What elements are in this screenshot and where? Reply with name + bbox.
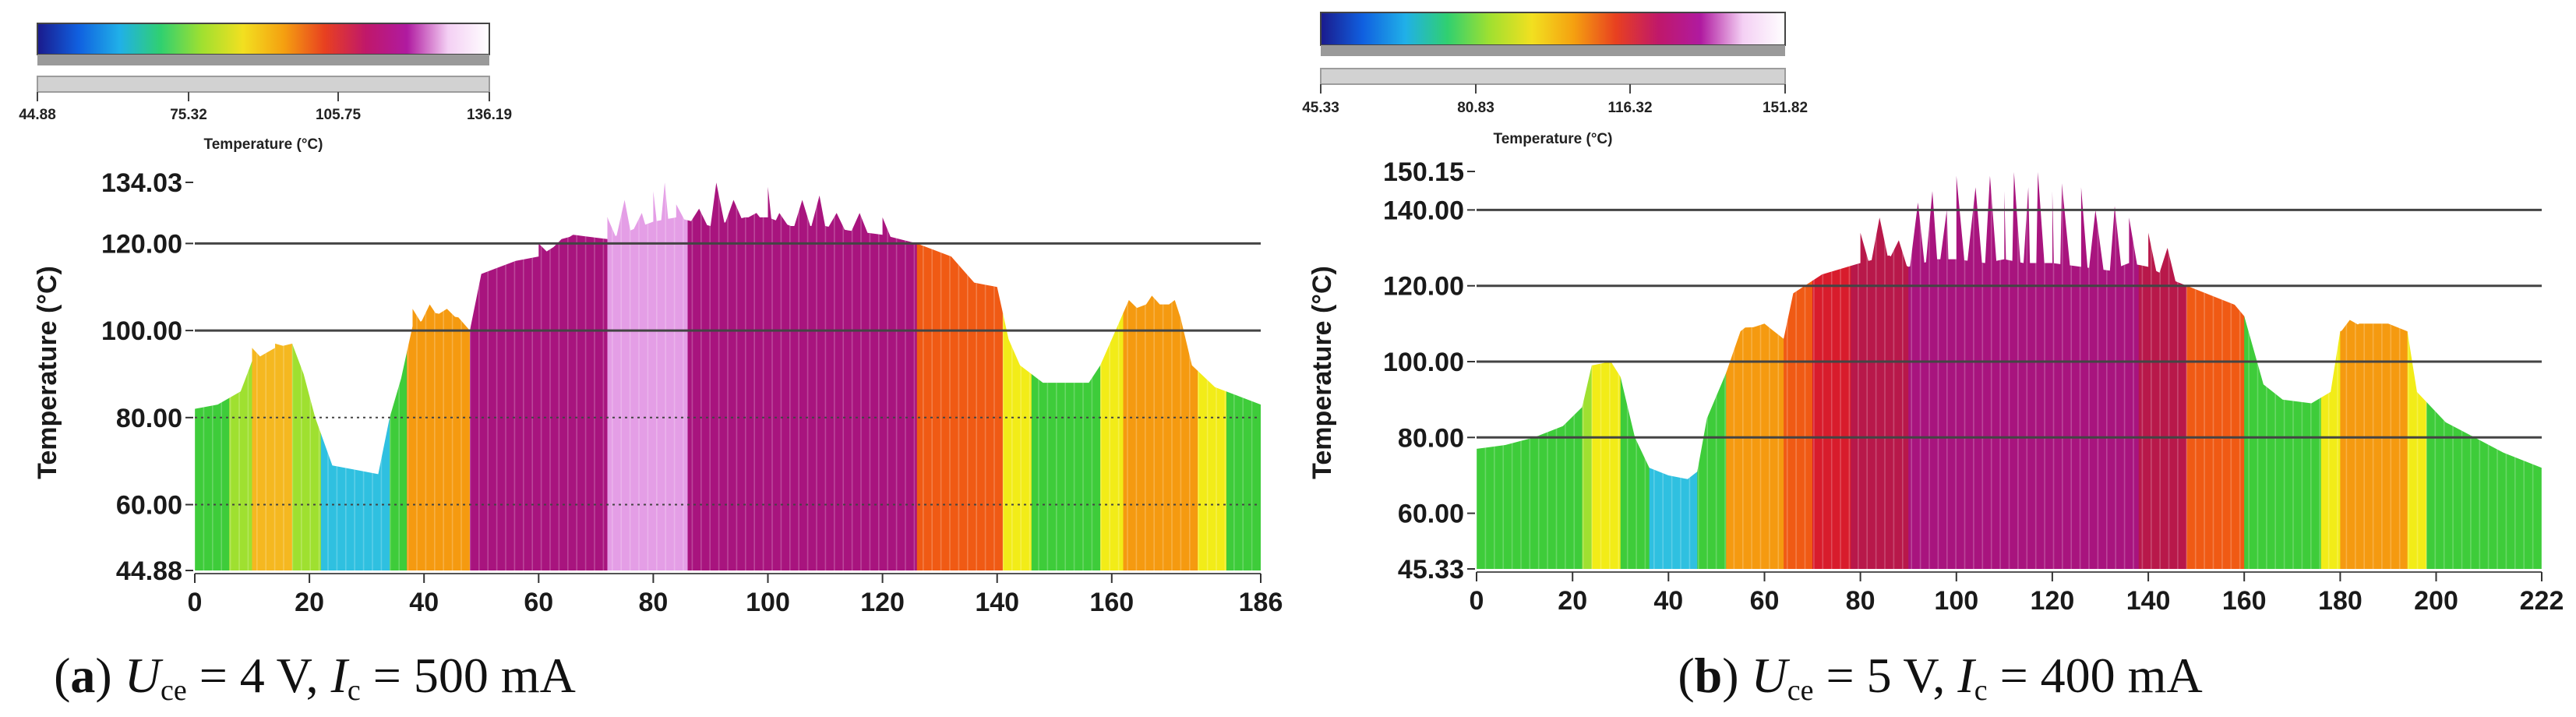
- colorbar-tick-label: 116.32: [1607, 100, 1652, 116]
- colorbar-gradient: [37, 23, 490, 55]
- temperature-band: [320, 182, 390, 570]
- temperature-band: [1031, 182, 1101, 570]
- colorbar-title: Temperature (°C): [204, 136, 323, 153]
- x-tick-label: 186: [1239, 588, 1283, 617]
- caption-letter: a: [70, 648, 95, 703]
- temperature-band: [470, 182, 609, 570]
- colorbar-tick-label: 75.32: [170, 107, 207, 123]
- panel-b: 45.33 80.83 116.32 151.82 Temperature (°…: [1302, 12, 2564, 707]
- y-tick-label: 100.00: [1383, 348, 1464, 377]
- caption-a: (a) Uce = 4 V, Ic = 500 mA: [54, 648, 576, 707]
- temperature-band: [252, 182, 293, 570]
- colorbar-gradient: [1320, 12, 1786, 46]
- temperature-band: [1003, 182, 1032, 570]
- colorbar-slider-track: [37, 55, 489, 65]
- caption-sub-ce: ce: [161, 674, 187, 707]
- temperature-band: [687, 182, 918, 570]
- caption-text-1: = 4 V,: [187, 648, 331, 703]
- y-tick-label: 134.03: [101, 168, 182, 198]
- x-tick-label: 180: [2318, 586, 2363, 616]
- x-tick-label: 80: [1846, 586, 1876, 616]
- temperature-band: [1198, 182, 1227, 570]
- x-tick-label: 100: [746, 588, 790, 617]
- x-tick-label: 200: [2414, 586, 2458, 616]
- temperature-band: [916, 182, 1004, 570]
- panel-a: 44.88 75.32 105.75 136.19 Temperature (°…: [19, 23, 1283, 707]
- caption-text-2: = 500 mA: [361, 648, 576, 703]
- x-tick-label: 80: [638, 588, 668, 617]
- x-tick-label: 140: [2126, 586, 2171, 616]
- y-tick-label: 140.00: [1383, 196, 1464, 225]
- colorbar-a: 44.88 75.32 105.75 136.19 Temperature (°…: [19, 23, 512, 153]
- x-tick-label: 40: [409, 588, 439, 617]
- x-tick-label: 160: [2222, 586, 2267, 616]
- x-tick-label: 100: [1934, 586, 1978, 616]
- plot-area-a: 44.88 60.00 80.00 100.00 120.00 134.03 0 20 40 60…: [101, 168, 1283, 617]
- caption-var-i: I: [1957, 648, 1976, 703]
- x-tick-label: 0: [188, 588, 203, 617]
- colorbar-tick-label: 151.82: [1763, 100, 1808, 116]
- colorbar-range-bar: [1320, 68, 1786, 85]
- plot-area-b: 45.33 60.00 80.00 100.00 120.00 140.00 150.15 0…: [1383, 157, 2564, 616]
- y-tick-label: 100.00: [101, 316, 182, 346]
- y-axis-label: Temperature (°C): [33, 266, 62, 479]
- colorbar-tick-label: 45.33: [1302, 100, 1339, 116]
- x-tick-label: 222: [2520, 586, 2564, 616]
- x-tick-label: 60: [1750, 586, 1780, 616]
- x-tick-label: 40: [1653, 586, 1683, 616]
- colorbar-b: 45.33 80.83 116.32 151.82 Temperature (°…: [1302, 12, 1808, 147]
- x-tick-label: 20: [295, 588, 324, 617]
- colorbar-tick-label: 105.75: [316, 107, 362, 123]
- caption-text-1: = 5 V,: [1813, 648, 1957, 703]
- temperature-area: [195, 182, 1261, 570]
- colorbar-range-bar: [37, 76, 490, 93]
- x-tick-label: 140: [975, 588, 1019, 617]
- x-tick-label: 20: [1558, 586, 1587, 616]
- y-tick-label: 150.15: [1383, 157, 1464, 187]
- x-tick-label: 60: [524, 588, 553, 617]
- y-tick-label: 60.00: [1398, 500, 1464, 529]
- y-tick-label: 60.00: [116, 491, 182, 521]
- caption-var-u: U: [125, 648, 164, 703]
- caption-text-2: = 400 mA: [1988, 648, 2203, 703]
- temperature-band: [1100, 182, 1124, 570]
- temperature-band: [229, 182, 253, 570]
- colorbar-tick-label: 44.88: [19, 107, 56, 123]
- colorbar-slider-track: [1321, 45, 1785, 56]
- caption-b: (b) Uce = 5 V, Ic = 400 mA: [1678, 648, 2202, 707]
- caption-letter: b: [1695, 648, 1723, 703]
- temperature-band: [292, 182, 322, 570]
- caption-var-i: I: [330, 648, 350, 703]
- temperature-band: [1123, 182, 1198, 570]
- x-tick-label: 0: [1470, 586, 1484, 616]
- y-tick-label: 80.00: [116, 404, 182, 433]
- x-tick-label: 160: [1089, 588, 1134, 617]
- y-tick-label: 120.00: [101, 229, 182, 259]
- colorbar-tick-label: 80.83: [1457, 100, 1494, 116]
- temperature-band: [1226, 182, 1261, 570]
- caption-sub-c: c: [1974, 674, 1988, 707]
- y-tick-label: 45.33: [1398, 555, 1464, 585]
- caption-sub-ce: ce: [1787, 674, 1814, 707]
- caption-var-u: U: [1752, 648, 1791, 703]
- colorbar-tick-label: 136.19: [467, 107, 512, 123]
- caption-sub-c: c: [348, 674, 361, 707]
- x-tick-label: 120: [2031, 586, 2075, 616]
- colorbar-title: Temperature (°C): [1494, 131, 1613, 147]
- y-tick-label: 80.00: [1398, 423, 1464, 453]
- y-tick-label: 120.00: [1383, 272, 1464, 302]
- y-axis-label: Temperature (°C): [1307, 266, 1337, 479]
- temperature-band: [607, 182, 689, 570]
- x-tick-label: 120: [860, 588, 905, 617]
- y-tick-label: 44.88: [116, 556, 182, 586]
